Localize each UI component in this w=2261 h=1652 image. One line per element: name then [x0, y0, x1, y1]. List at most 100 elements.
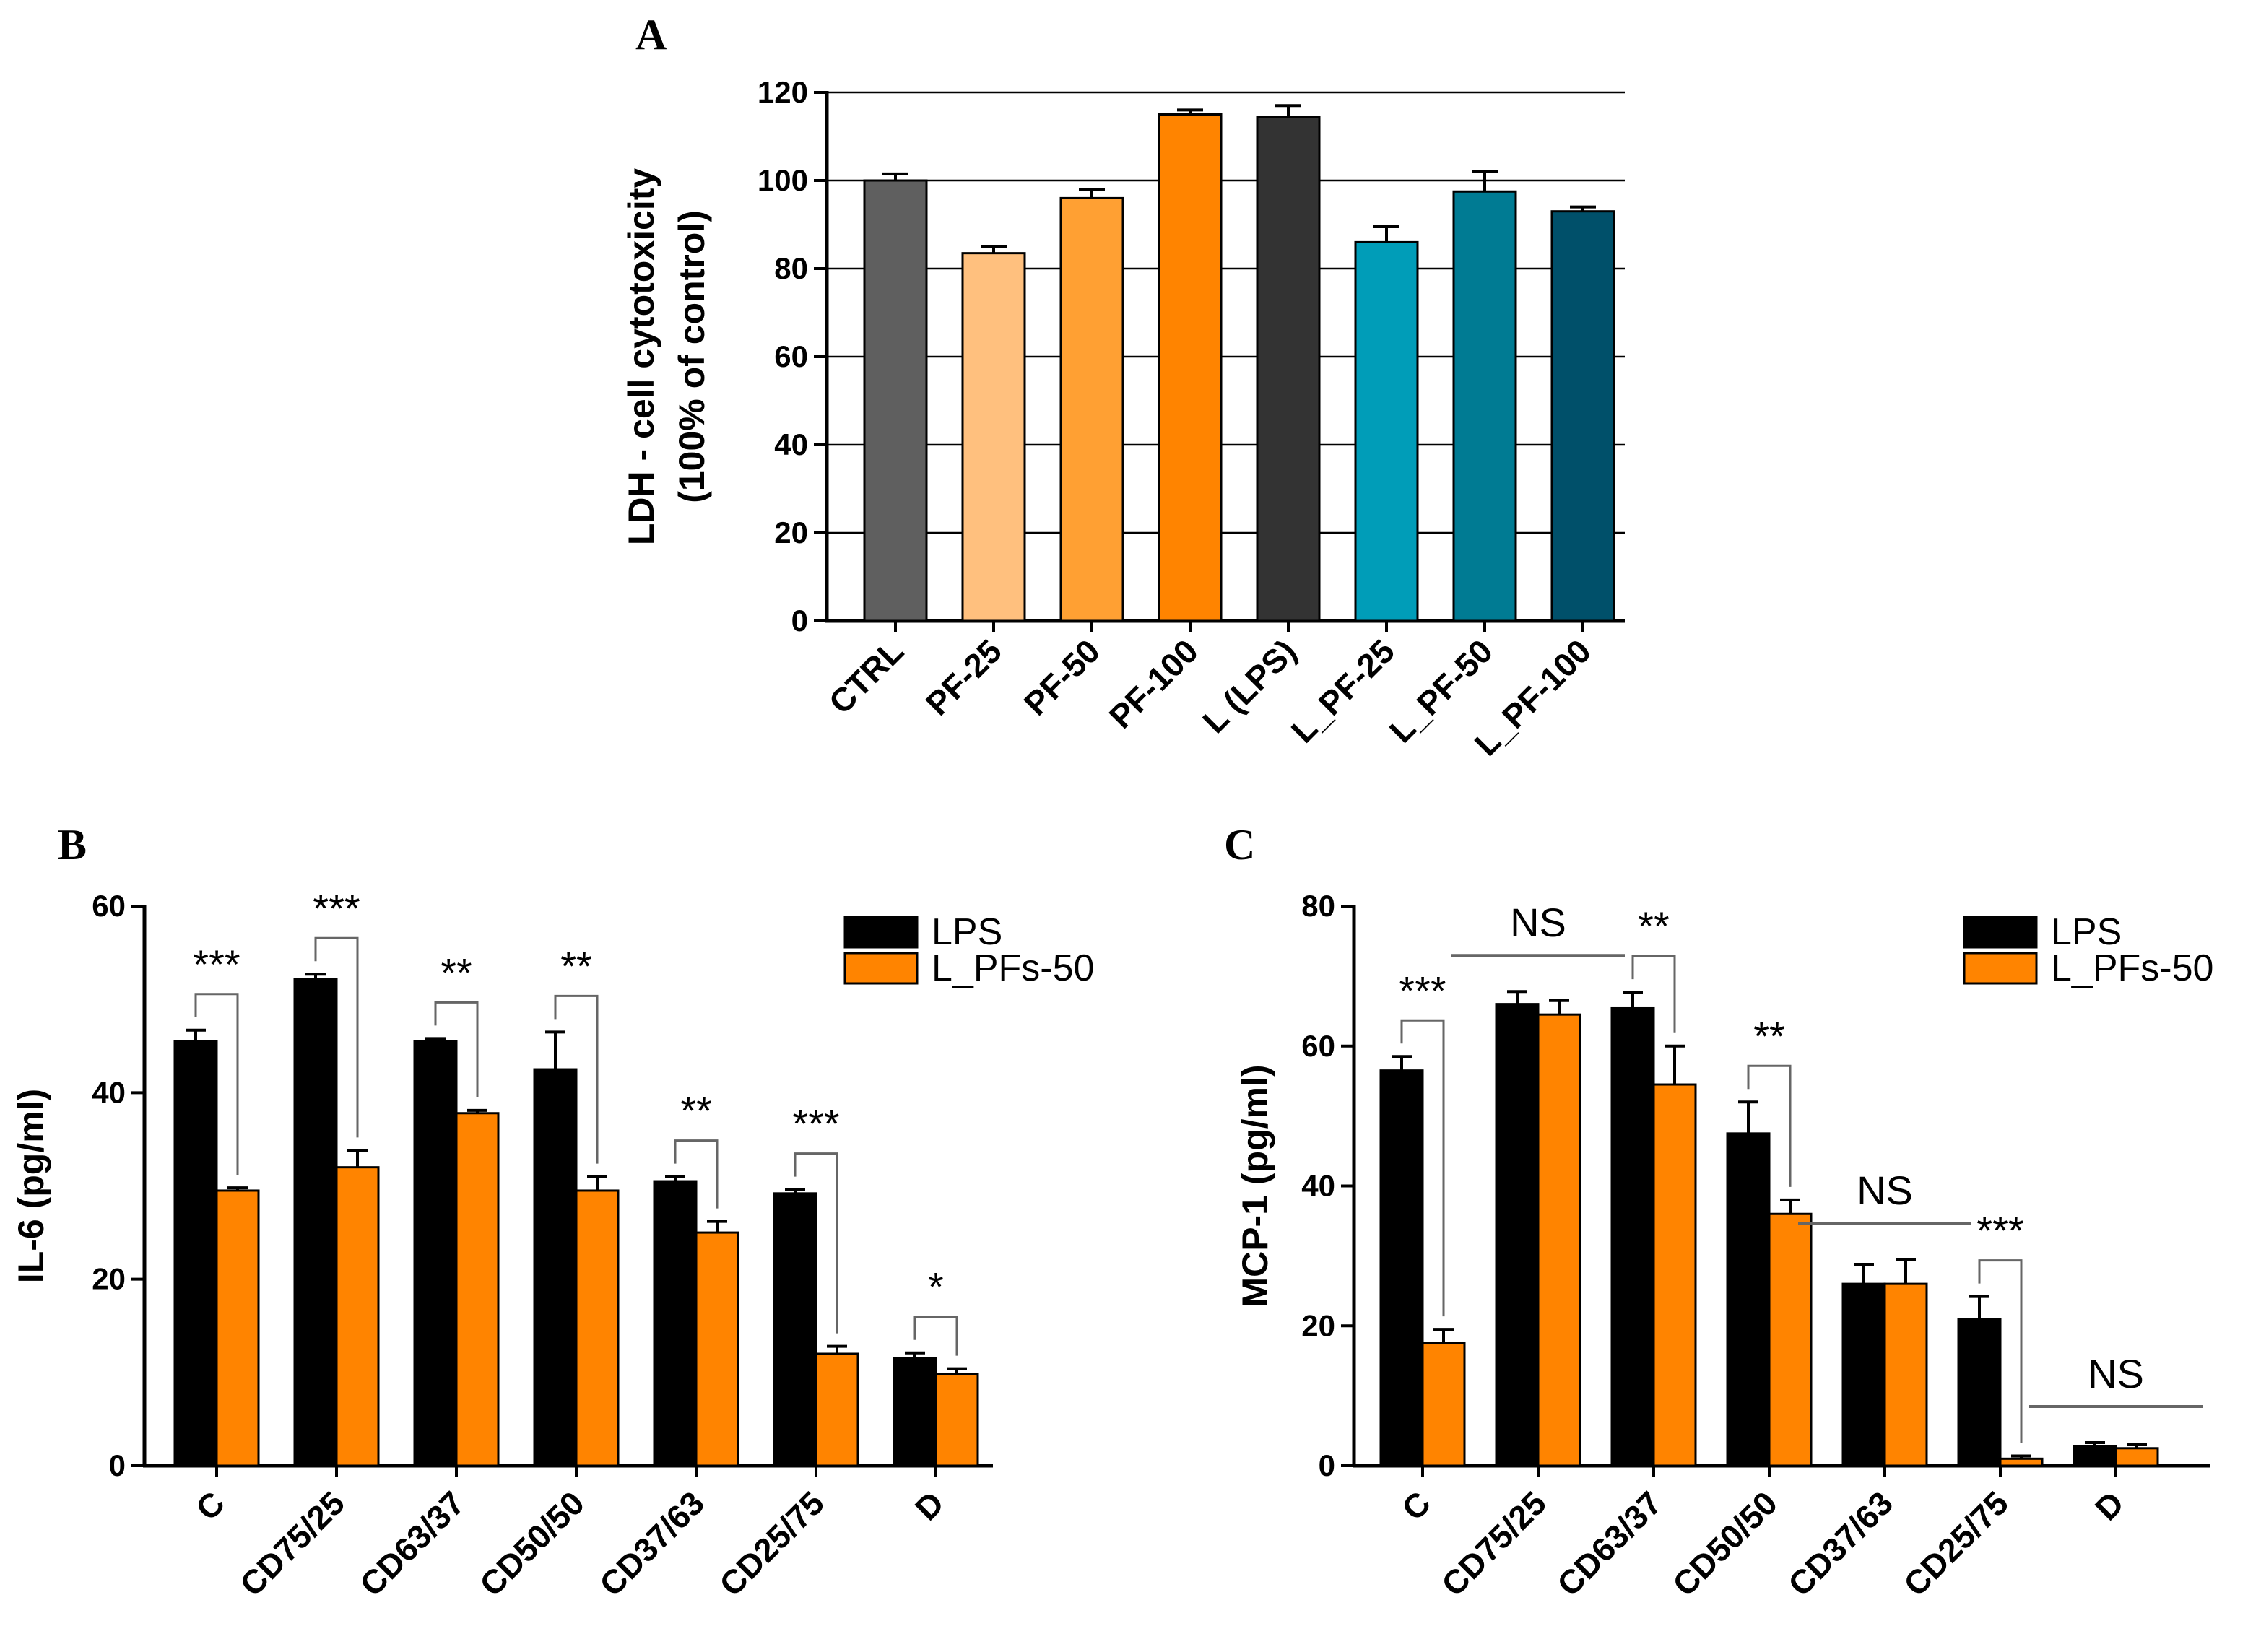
- x-tick-label: CD25/75: [1896, 1484, 2015, 1603]
- bar: [1059, 196, 1124, 622]
- legend-label: LPS: [2051, 911, 2122, 953]
- significance-bracket: [1978, 1259, 2023, 1443]
- bar: [1883, 1282, 1928, 1467]
- x-tick-label: CD75/25: [233, 1484, 352, 1603]
- y-axis-label: MCP-1 (pg/ml): [1235, 1064, 1275, 1307]
- x-tick-label: CD37/63: [592, 1484, 711, 1603]
- y-axis-label: (100% of control): [672, 210, 712, 503]
- significance-label: *: [928, 1264, 944, 1310]
- significance-bracket: [1747, 1064, 1792, 1187]
- significance-label: **: [441, 949, 472, 995]
- y-tick-label: 20: [1301, 1308, 1335, 1342]
- bar: [893, 1357, 937, 1467]
- bar: [1452, 190, 1517, 622]
- significance-label: ***: [193, 942, 240, 987]
- bar: [293, 978, 338, 1467]
- significance-label: ***: [792, 1101, 839, 1147]
- x-tick-label: PF-100: [1102, 632, 1205, 735]
- significance-bracket: [194, 993, 239, 1175]
- significance-bracket: [674, 1139, 719, 1209]
- y-tick-label: 20: [774, 516, 808, 549]
- x-tick-label: CD63/37: [1550, 1484, 1669, 1603]
- bar: [961, 252, 1026, 622]
- significance-label: NS: [1510, 900, 1566, 945]
- bar: [1421, 1342, 1466, 1467]
- y-tick-label: 20: [92, 1262, 126, 1296]
- y-axis-label: IL-6 (pg/ml): [11, 1089, 51, 1283]
- bar: [1158, 113, 1223, 622]
- significance-label: NS: [2088, 1351, 2144, 1396]
- panel-c-significance: *** NS ** ** NS *** NS: [1399, 900, 2203, 1443]
- bar: [1999, 1457, 2044, 1467]
- bar: [1957, 1318, 2002, 1467]
- bar: [934, 1373, 979, 1467]
- panel-title: B: [58, 821, 87, 869]
- x-tick-label: CD37/63: [1781, 1484, 1900, 1603]
- significance-bracket: [554, 994, 599, 1164]
- x-tick-label: PF-50: [1017, 632, 1107, 722]
- bar: [815, 1352, 859, 1467]
- x-tick-label: D: [2088, 1484, 2131, 1527]
- significance-bracket: [1631, 955, 1676, 1033]
- y-tick-label: 0: [109, 1448, 126, 1482]
- x-tick-label: CD50/50: [1665, 1484, 1784, 1603]
- panel-c-y-axis-label: MCP-1 (pg/ml): [1235, 1064, 1275, 1307]
- bar: [1841, 1282, 1886, 1467]
- bar: [173, 1040, 218, 1467]
- panel-c-bars: [1379, 990, 2159, 1467]
- panel-b-category-labels: C CD75/25 CD63/37 CD50/50 CD37/63 CD25/75 D: [188, 1466, 951, 1603]
- significance-bracket: [314, 936, 359, 1138]
- y-tick-label: 120: [758, 75, 808, 109]
- x-tick-label: CD63/37: [352, 1484, 472, 1603]
- panel-b-y-axis-label: IL-6 (pg/ml): [11, 1089, 51, 1283]
- significance-label: **: [1638, 903, 1670, 949]
- bar: [1379, 1069, 1424, 1467]
- bar: [1256, 116, 1321, 622]
- y-tick-label: 60: [1301, 1029, 1335, 1063]
- significance-label: **: [680, 1088, 712, 1134]
- legend-swatch: [1963, 916, 2038, 949]
- y-tick-label: 80: [1301, 889, 1335, 923]
- x-tick-label: CD50/50: [472, 1484, 591, 1603]
- bar: [455, 1112, 500, 1467]
- panel-title: C: [1224, 821, 1255, 869]
- x-tick-label: PF-25: [919, 632, 1009, 722]
- x-tick-label: C: [188, 1484, 232, 1527]
- x-tick-label: D: [908, 1484, 951, 1527]
- bar: [773, 1192, 817, 1467]
- bar: [575, 1189, 620, 1467]
- y-tick-label: 60: [774, 339, 808, 373]
- bar: [1768, 1212, 1813, 1467]
- x-tick-label: L_PF-25: [1284, 632, 1402, 749]
- bar: [1495, 1003, 1540, 1467]
- y-tick-label: 0: [791, 604, 808, 638]
- panel-b-significance: ******** **** ****: [193, 885, 958, 1356]
- bar: [2114, 1447, 2159, 1467]
- legend-label: L_PFs-50: [2051, 947, 2213, 989]
- bar: [215, 1189, 260, 1467]
- legend-label: LPS: [932, 911, 1002, 953]
- significance-label: ***: [1976, 1208, 2023, 1253]
- significance-label: **: [1753, 1013, 1785, 1058]
- significance-bracket: [913, 1316, 958, 1356]
- y-tick-label: 60: [92, 889, 126, 923]
- x-tick-label: C: [1394, 1484, 1438, 1527]
- bar: [1537, 1013, 1581, 1467]
- y-axis-label: LDH - cell cytotoxicity: [621, 168, 661, 546]
- legend-swatch: [843, 952, 919, 985]
- panel-b-bars: [173, 973, 979, 1467]
- bar: [413, 1040, 458, 1467]
- significance-bracket: [1400, 1019, 1445, 1317]
- y-tick-label: 80: [774, 251, 808, 285]
- bar: [2073, 1445, 2117, 1467]
- panel-title: A: [635, 11, 667, 58]
- y-tick-label: 100: [758, 163, 808, 197]
- y-tick-label: 40: [1301, 1169, 1335, 1203]
- legend-swatch: [843, 916, 919, 949]
- legend-swatch: [1963, 952, 2038, 985]
- bar: [863, 179, 928, 622]
